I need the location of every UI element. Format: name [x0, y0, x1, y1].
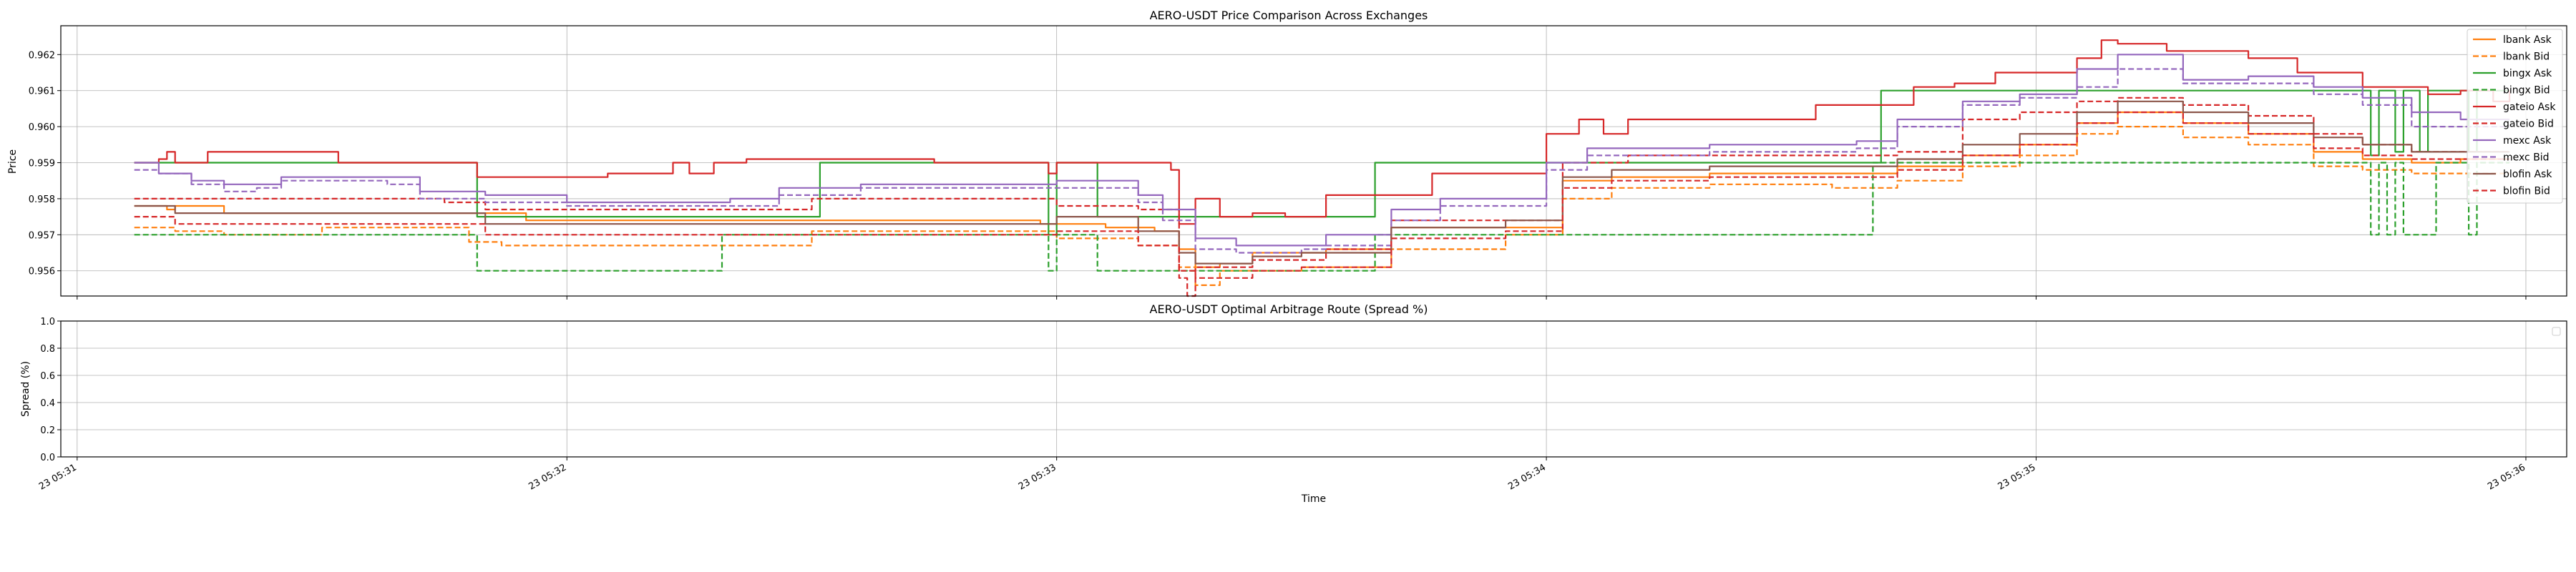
- price-chart-series: [134, 39, 2511, 297]
- series-line-lbank-ask: [134, 111, 2510, 268]
- x-tick-label: 23 05:34: [1506, 462, 1548, 492]
- y-tick-label: 0.8: [40, 344, 55, 355]
- spread-chart: AERO-USDT Optimal Arbitrage Route (Sprea…: [20, 302, 2567, 505]
- legend-label: bingx Ask: [2503, 68, 2552, 79]
- spread-chart-title: AERO-USDT Optimal Arbitrage Route (Sprea…: [1150, 302, 1428, 316]
- spread-chart-y-ticks: 0.0 0.2 0.4 0.6 0.8 1.0: [40, 317, 61, 463]
- spread-chart-grid: [61, 320, 2567, 458]
- y-tick-label: 0.4: [40, 398, 55, 409]
- price-chart-x-ticks: [77, 296, 2527, 300]
- series-line-bingx-bid: [134, 162, 2510, 272]
- x-tick-label: 23 05:33: [1017, 462, 1058, 492]
- series-line-blofin-ask: [134, 100, 2510, 265]
- price-chart-y-axis-label: Price: [7, 149, 19, 174]
- legend-label: bingx Bid: [2503, 85, 2550, 97]
- series-line-gateio-ask: [134, 39, 2511, 225]
- y-tick-label: 0.959: [29, 159, 55, 169]
- spread-chart-y-axis-label: Spread (%): [20, 361, 31, 417]
- y-tick-label: 1.0: [40, 317, 55, 327]
- x-tick-label: 23 05:36: [2486, 462, 2527, 492]
- price-chart-title: AERO-USDT Price Comparison Across Exchan…: [1150, 9, 1428, 22]
- series-line-blofin-bid: [134, 111, 2510, 279]
- y-tick-label: 0.2: [40, 425, 55, 436]
- y-tick-label: 0.956: [29, 267, 55, 277]
- legend-label: lbank Ask: [2503, 34, 2552, 46]
- series-line-gateio-bid: [134, 97, 2510, 297]
- y-tick-label: 0.0: [40, 453, 55, 463]
- legend-label: mexc Ask: [2503, 135, 2552, 147]
- series-line-mexc-bid: [134, 68, 2510, 254]
- price-chart-grid: [61, 26, 2567, 296]
- legend-label: blofin Ask: [2503, 169, 2552, 180]
- spread-chart-empty-legend: [2552, 327, 2561, 336]
- price-chart-legend: lbank Ask lbank Bid bingx Ask bingx Bid gate…: [2467, 29, 2563, 204]
- spread-chart-frame: [60, 320, 2567, 458]
- y-tick-label: 0.958: [29, 194, 55, 205]
- y-tick-label: 0.962: [29, 50, 55, 61]
- price-chart-y-ticks: 0.956 0.957 0.958 0.959 0.960 0.961 0.962: [29, 50, 61, 277]
- x-tick-label: 23 05:31: [37, 462, 79, 492]
- y-tick-label: 0.961: [29, 87, 55, 97]
- price-chart-frame: [60, 25, 2567, 297]
- y-tick-label: 0.960: [29, 122, 55, 133]
- legend-label: lbank Bid: [2503, 51, 2550, 63]
- y-tick-label: 0.957: [29, 230, 55, 241]
- x-tick-label: 23 05:32: [527, 462, 568, 492]
- y-tick-label: 0.6: [40, 371, 55, 382]
- legend-label: blofin Bid: [2503, 186, 2550, 197]
- spread-chart-x-ticks: 23 05:31 23 05:32 23 05:33 23 05:34 23 05:35…: [37, 457, 2527, 493]
- legend-label: mexc Bid: [2503, 152, 2550, 164]
- spread-chart-x-axis-label: Time: [1301, 493, 1326, 505]
- legend-label: gateio Ask: [2503, 102, 2556, 113]
- legend-label: gateio Bid: [2503, 119, 2554, 130]
- series-line-lbank-bid: [134, 126, 2510, 286]
- x-tick-label: 23 05:35: [1996, 462, 2038, 492]
- price-chart: AERO-USDT Price Comparison Across Exchan…: [7, 9, 2567, 300]
